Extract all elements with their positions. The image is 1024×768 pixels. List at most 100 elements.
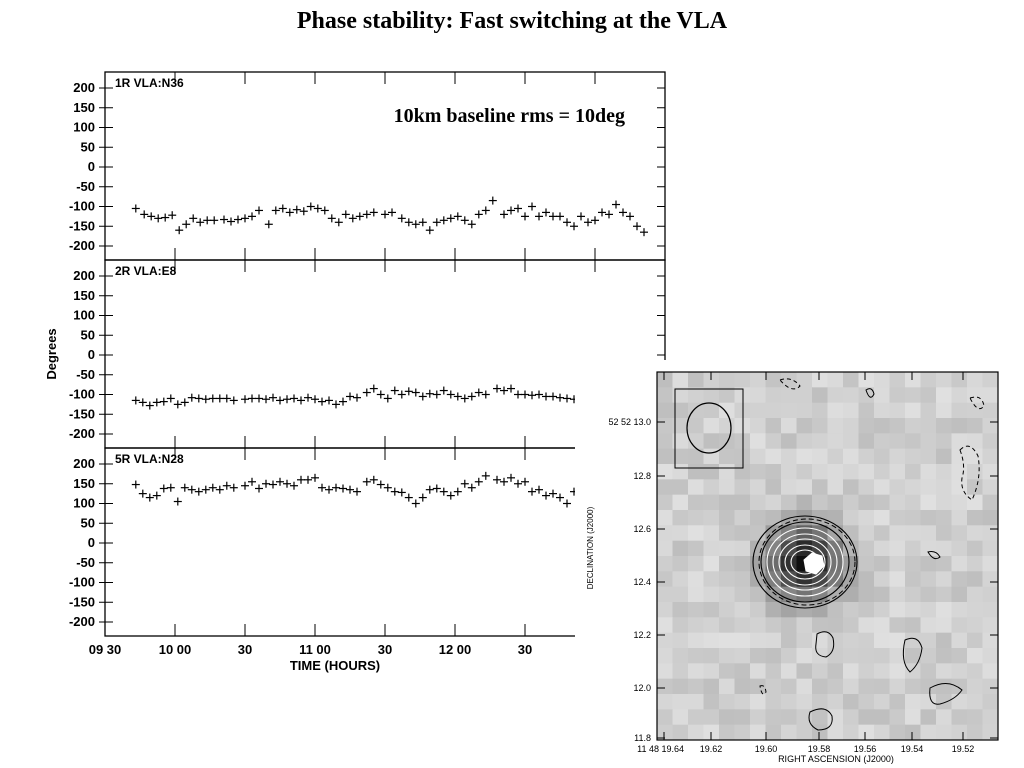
map-pixel	[936, 586, 952, 603]
map-pixel	[688, 387, 704, 404]
map-pixel	[967, 510, 983, 526]
map-pixel	[734, 709, 751, 726]
map-x-tick-label: 11 48 19.64	[637, 744, 684, 754]
noise-contour	[865, 388, 875, 398]
map-pixel	[703, 571, 720, 588]
map-pixel	[827, 602, 844, 618]
map-pixel	[936, 433, 952, 450]
map-pixel	[827, 494, 844, 511]
map-pixel	[920, 632, 937, 649]
map-pixel	[874, 648, 890, 664]
map-frame	[656, 371, 999, 741]
map-pixel	[967, 433, 983, 450]
y-tick-label: -150	[69, 218, 95, 233]
map-pixel	[750, 556, 766, 572]
map-pixel	[920, 372, 937, 388]
data-point-marker	[369, 384, 378, 393]
map-pixel	[672, 448, 689, 465]
data-point-marker	[619, 208, 627, 217]
map-pixel	[874, 709, 890, 726]
map-pixel	[858, 602, 875, 618]
map-pixel	[688, 433, 704, 450]
data-point-marker	[591, 216, 599, 225]
source-contour	[778, 538, 832, 586]
map-pixel	[765, 418, 782, 434]
map-pixel	[688, 663, 704, 680]
map-pixel	[843, 494, 859, 511]
map-pixel	[982, 694, 999, 710]
map-pixel	[796, 433, 813, 450]
map-pixel	[951, 510, 968, 526]
data-point-marker	[369, 475, 378, 484]
map-pixel	[889, 709, 906, 726]
map-pixel	[657, 709, 673, 726]
map-pixel	[951, 678, 968, 695]
map-pixel	[905, 724, 921, 741]
map-pixel	[657, 556, 673, 572]
map-pixel	[750, 525, 766, 542]
data-point-marker	[145, 493, 154, 502]
map-pixel	[703, 525, 720, 542]
data-point-marker	[292, 205, 301, 214]
data-point-marker	[418, 493, 427, 502]
map-pixel	[765, 678, 782, 695]
data-point-marker	[481, 390, 490, 399]
map-pixel	[920, 418, 937, 434]
data-point-marker	[549, 392, 557, 401]
map-pixel	[657, 525, 673, 542]
map-pixel	[967, 602, 983, 618]
data-point-marker	[493, 475, 501, 484]
data-point-marker	[528, 391, 536, 400]
map-pixel	[858, 464, 875, 480]
map-pixel	[827, 724, 844, 741]
data-point-marker	[355, 212, 364, 221]
map-pixel	[951, 494, 968, 511]
data-point-marker	[439, 487, 448, 496]
data-point-marker	[626, 212, 634, 221]
map-pixel	[858, 678, 875, 695]
data-point-marker	[446, 491, 455, 500]
map-pixel	[936, 448, 952, 465]
data-point-marker	[507, 206, 515, 215]
map-pixel	[905, 372, 921, 388]
map-pixel	[703, 602, 720, 618]
map-pixel	[781, 418, 797, 434]
map-pixel	[951, 724, 968, 741]
map-pixel	[827, 632, 844, 649]
map-pixel	[982, 617, 999, 634]
map-pixel	[827, 402, 844, 419]
map-pixel	[858, 724, 875, 741]
map-pixel	[936, 709, 952, 726]
map-pixel	[905, 479, 921, 496]
map-pixel	[812, 418, 828, 434]
data-point-marker	[411, 388, 420, 397]
map-pixel	[734, 617, 751, 634]
map-pixel	[874, 479, 890, 496]
rms-annotation: 10km baseline rms = 10deg	[394, 105, 625, 127]
data-point-marker	[168, 211, 177, 220]
map-pixel	[703, 556, 720, 572]
map-pixel	[967, 402, 983, 419]
map-pixel	[920, 494, 937, 511]
map-pixel	[951, 372, 968, 388]
map-pixel	[936, 602, 952, 618]
map-pixel	[765, 724, 782, 741]
map-pixel	[781, 694, 797, 710]
map-pixel	[672, 540, 689, 557]
data-point-marker	[318, 483, 326, 492]
map-pixel	[688, 510, 704, 526]
map-pixel	[858, 617, 875, 634]
map-pixel	[688, 418, 704, 434]
data-point-marker	[159, 484, 168, 493]
map-pixel	[703, 387, 720, 404]
data-point-marker	[290, 481, 298, 490]
y-tick-label: 100	[73, 308, 95, 323]
data-point-marker	[542, 491, 550, 500]
data-point-marker	[299, 207, 308, 216]
data-point-marker	[194, 487, 203, 496]
map-y-tick-label: 11.8	[634, 733, 651, 743]
data-point-marker	[187, 485, 196, 494]
map-pixel	[889, 571, 906, 588]
map-pixel	[781, 494, 797, 511]
map-pixel	[672, 632, 689, 649]
